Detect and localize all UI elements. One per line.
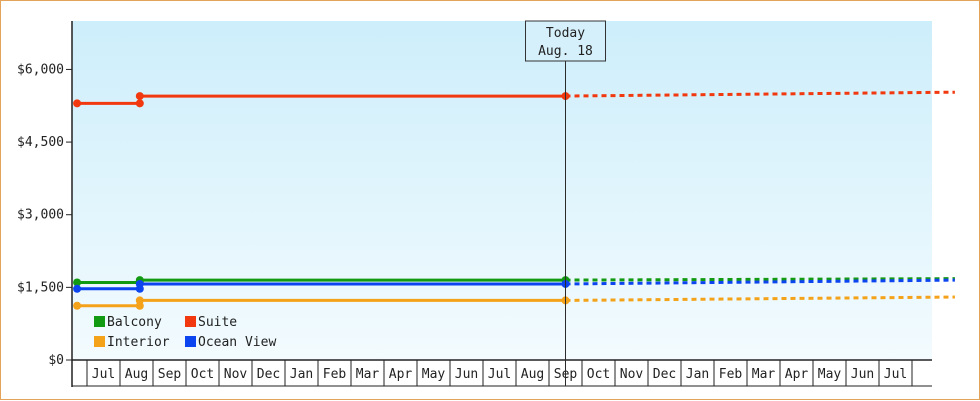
legend-label-suite: Suite <box>198 315 237 330</box>
month-label: Oct <box>587 367 610 382</box>
legend-label-interior: Interior <box>107 335 170 350</box>
month-label: Nov <box>620 367 644 382</box>
suite-point <box>135 99 144 108</box>
suite-forecast-line <box>565 90 955 98</box>
legend: Balcony Suite Interior Ocean View <box>94 315 276 350</box>
month-label: Nov <box>224 367 248 382</box>
month-label: Mar <box>356 367 380 382</box>
ocean-view-forecast-line <box>565 278 955 286</box>
month-label: Dec <box>653 367 676 382</box>
month-label: May <box>818 367 842 382</box>
y-tick-label: $0 <box>48 353 64 368</box>
month-label: Feb <box>323 367 347 382</box>
month-label: May <box>422 367 446 382</box>
month-label: Oct <box>191 367 214 382</box>
suite-point <box>73 99 82 108</box>
month-axis: Jul Aug Sep Oct Nov Dec Jan Feb Mar Apr May Jun Jul A… <box>72 359 932 387</box>
legend-swatch-ocean-view <box>185 336 196 347</box>
month-label: Jul <box>488 367 511 382</box>
month-label: Jun <box>455 367 478 382</box>
y-tick-label: $4,500 <box>17 135 64 150</box>
balcony-forecast-line <box>565 277 955 282</box>
interior-forecast-line <box>565 295 955 302</box>
month-label: Feb <box>719 367 743 382</box>
today-label-box <box>525 20 606 62</box>
month-label: Aug <box>125 367 148 382</box>
month-label: Jul <box>884 367 907 382</box>
balcony-point <box>73 278 82 287</box>
y-tick-label: $6,000 <box>17 62 64 77</box>
y-axis: $0 $1,500 $3,000 $4,500 $6,000 <box>17 21 73 387</box>
today-date: Aug. 18 <box>538 44 593 59</box>
y-tick-label: $1,500 <box>17 280 64 295</box>
interior-point <box>73 301 82 310</box>
month-label: Apr <box>785 367 809 382</box>
month-label: Jan <box>686 367 709 382</box>
legend-swatch-suite <box>185 316 196 327</box>
ocean-view-point <box>73 284 82 293</box>
legend-swatch-balcony <box>94 316 105 327</box>
month-label: Sep <box>158 367 182 382</box>
y-tick-label: $3,000 <box>17 208 64 223</box>
legend-swatch-interior <box>94 336 105 347</box>
month-label: Jun <box>851 367 874 382</box>
month-label: Dec <box>257 367 280 382</box>
series-lines <box>73 90 955 310</box>
ocean-view-point <box>135 279 144 288</box>
today-label: Today <box>546 26 585 41</box>
legend-label-balcony: Balcony <box>107 315 162 330</box>
interior-point <box>135 296 144 305</box>
today-marker: Today Aug. 18 <box>525 20 606 386</box>
legend-label-ocean-view: Ocean View <box>198 335 276 350</box>
plot-area <box>72 21 932 360</box>
suite-point <box>135 92 144 101</box>
month-label: Mar <box>752 367 776 382</box>
month-label: Apr <box>389 367 413 382</box>
month-label: Jul <box>92 367 115 382</box>
month-label: Aug <box>521 367 544 382</box>
month-label: Jan <box>290 367 313 382</box>
